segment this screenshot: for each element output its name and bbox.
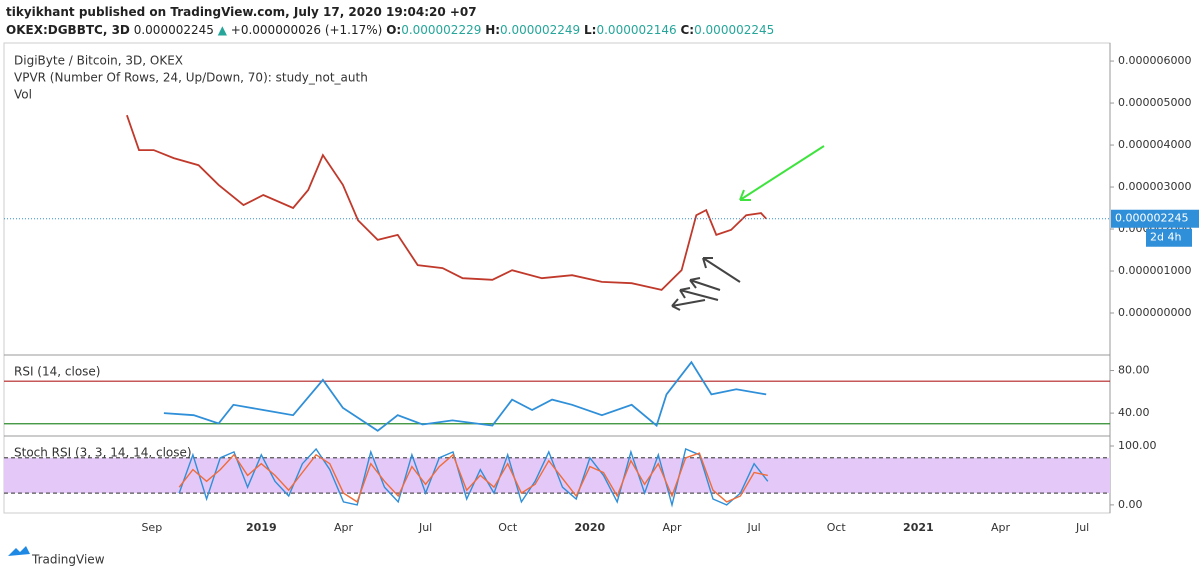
- series-line: [163, 360, 767, 432]
- last: 0.000002245: [133, 23, 214, 37]
- countdown-box: [1146, 228, 1192, 247]
- y-tick-label: 0.000000000: [1118, 306, 1191, 319]
- change: +0.000000026 (+1.17%): [230, 23, 383, 37]
- legend-vol: Vol: [14, 88, 32, 102]
- x-tick-label: Apr: [991, 521, 1011, 534]
- y-tick-label: 40.00: [1118, 406, 1150, 419]
- x-tick-label: Apr: [334, 521, 354, 534]
- legend-vpvr: VPVR (Number Of Rows, 24, Up/Down, 70): …: [14, 71, 368, 85]
- publisher-line: tikyikhant published on TradingView.com,…: [6, 3, 774, 21]
- close: 0.000002245: [694, 23, 775, 37]
- x-tick-label: Sep: [141, 521, 162, 534]
- series-line: [178, 447, 769, 508]
- y-tick-label: 0.000004000: [1118, 138, 1191, 151]
- green-arrow: [739, 145, 825, 201]
- band-fill: [4, 457, 1110, 494]
- open: 0.000002229: [401, 23, 482, 37]
- y-tick-label: 0.00: [1118, 498, 1143, 511]
- x-tick-label: Jul: [418, 521, 432, 534]
- arrow: [679, 287, 719, 301]
- annotations: [671, 145, 825, 311]
- y-tick-label: 0.000001000: [1118, 264, 1191, 277]
- y-tick-label: 0.000003000: [1118, 180, 1191, 193]
- last-price-label: 0.000002245: [1115, 212, 1188, 225]
- header: tikyikhant published on TradingView.com,…: [6, 3, 774, 39]
- symbol: OKEX:DGBBTC, 3D: [6, 23, 130, 37]
- change-icon: ▲: [217, 23, 227, 37]
- series-line: [126, 114, 767, 291]
- x-tick-label: 2019: [246, 521, 277, 534]
- x-tick-label: Apr: [662, 521, 682, 534]
- low: 0.000002146: [596, 23, 677, 37]
- y-tick-label: 0.000006000: [1118, 54, 1191, 67]
- x-tick-label: 2020: [575, 521, 606, 534]
- footer: TradingView: [31, 553, 105, 567]
- publisher: tikyikhant published on TradingView.com,…: [6, 5, 477, 19]
- o-label: O:: [386, 23, 402, 37]
- y-tick-label: 80.00: [1118, 364, 1150, 377]
- pane-title: Stoch RSI (3, 3, 14, 14, close): [14, 446, 192, 460]
- x-tick-label: Jul: [746, 521, 760, 534]
- arrow: [702, 257, 741, 283]
- legend-main: DigiByte / Bitcoin, 3D, OKEX: [14, 54, 183, 68]
- x-tick-label: Oct: [827, 521, 847, 534]
- x-tick-label: Oct: [498, 521, 518, 534]
- x-tick-label: Jul: [1075, 521, 1089, 534]
- countdown: 2d 4h: [1150, 231, 1181, 244]
- ohlc-line: OKEX:DGBBTC, 3D 0.000002245 ▲ +0.0000000…: [6, 21, 774, 39]
- x-tick-label: 2021: [903, 521, 934, 534]
- h-label: H:: [485, 23, 501, 37]
- l-label: L:: [584, 23, 597, 37]
- arrow: [671, 298, 706, 311]
- pane-title: RSI (14, close): [14, 365, 100, 379]
- last-price-box: [1111, 209, 1199, 228]
- y-tick-label: 100.00: [1118, 439, 1157, 452]
- high: 0.000002249: [500, 23, 581, 37]
- arrow: [689, 277, 721, 291]
- logo: [8, 546, 30, 556]
- c-label: C:: [680, 23, 695, 37]
- series-line: [178, 452, 768, 503]
- frame: [3, 42, 1111, 514]
- y-tick-label: 0.000005000: [1118, 96, 1191, 109]
